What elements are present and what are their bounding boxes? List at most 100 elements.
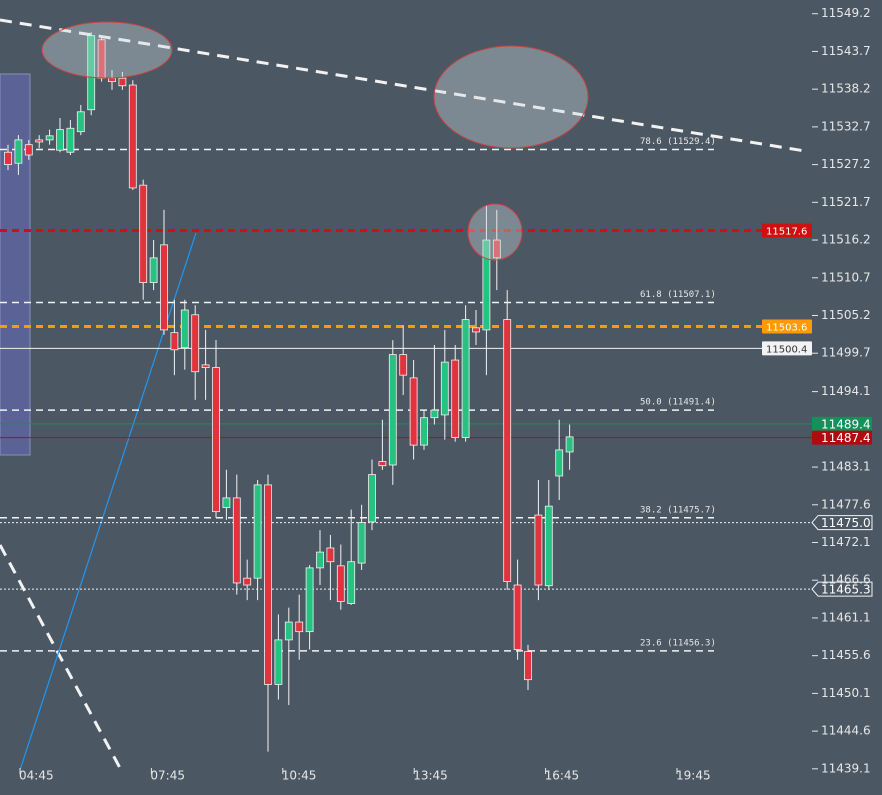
price-tag: [762, 341, 812, 356]
candle-body: [24, 144, 33, 156]
y-tick-label: 11466.6: [821, 573, 871, 587]
candle-body: [472, 327, 480, 333]
y-tick-label: 11521.7: [821, 195, 871, 209]
fib-label: 50.0 (11491.4): [640, 398, 716, 408]
candles: [4, 32, 574, 752]
candle-body: [420, 417, 428, 446]
candle-body: [482, 239, 491, 331]
fib-label: 78.6 (11529.4): [640, 137, 716, 147]
candle-body: [378, 461, 387, 467]
candle-body: [212, 367, 220, 513]
price-tag: [811, 581, 873, 597]
candle-body: [191, 314, 200, 373]
fib-label: 61.8 (11507.1): [640, 290, 716, 300]
fib-label: 38.2 (11475.7): [640, 505, 716, 515]
highlight-ellipse: [467, 203, 523, 261]
candle-body: [409, 377, 418, 446]
price-tag: [762, 223, 812, 238]
y-tick-label: 11516.2: [821, 233, 871, 247]
candle-body: [565, 436, 574, 453]
candle-body: [461, 319, 470, 438]
price-tag: [811, 515, 873, 531]
candle-body: [388, 354, 397, 466]
x-tick-label: 10:45: [282, 769, 317, 783]
y-tick-label: 11439.1: [821, 761, 871, 775]
candle-body: [336, 565, 345, 602]
y-tick-label: 11477.6: [821, 497, 871, 511]
candle-body: [430, 409, 439, 419]
x-tick-label: 19:45: [676, 769, 711, 783]
x-tick-label: 13:45: [413, 769, 448, 783]
candle-body: [4, 151, 12, 166]
y-tick-label: 11510.7: [821, 270, 871, 284]
candle-body: [108, 77, 116, 83]
y-tick-label: 11472.1: [821, 535, 871, 549]
highlight-ellipse: [41, 21, 173, 79]
candle-body: [170, 332, 179, 351]
candle-body: [35, 139, 44, 143]
price-tag-label: 11489.4: [821, 417, 871, 431]
candle-body: [440, 361, 449, 416]
candle-body: [14, 139, 23, 164]
price-tag-label: 11500.4: [766, 344, 807, 355]
candle-body: [544, 505, 553, 587]
y-tick-label: 11527.2: [821, 157, 871, 171]
price-tag: [762, 319, 812, 334]
y-tick-label: 11494.1: [821, 384, 871, 398]
price-tag: [812, 430, 872, 445]
y-tick-label: 11505.2: [821, 308, 871, 322]
candle-body: [45, 135, 54, 141]
candle-body: [149, 257, 158, 283]
candle-body: [118, 77, 127, 87]
candle-body: [139, 184, 148, 283]
candle-body: [274, 639, 283, 685]
candle-body: [160, 244, 168, 331]
highlight-box: [0, 73, 31, 456]
candle-body: [264, 484, 272, 685]
y-tick-label: 11532.7: [821, 119, 871, 133]
candle-body: [180, 309, 189, 349]
candle-body: [524, 651, 532, 681]
y-tick-label: 11543.7: [821, 44, 871, 58]
y-tick-label: 11549.2: [821, 6, 871, 20]
y-tick-label: 11483.1: [821, 460, 871, 474]
candle-body: [87, 35, 96, 111]
y-tick-label: 11444.6: [821, 724, 871, 738]
y-tick-label: 11450.1: [821, 686, 871, 700]
candle-body: [222, 497, 231, 508]
candle-body: [316, 551, 324, 569]
candle-body: [56, 129, 64, 151]
candle-body: [253, 484, 262, 579]
price-tag: [812, 416, 872, 431]
candle-body: [347, 561, 356, 604]
price-tag-label: 11487.4: [821, 431, 871, 445]
candle-body: [399, 354, 408, 376]
candle-body: [513, 584, 522, 650]
trend-line: [0, 18, 806, 153]
x-tick-label: 16:45: [545, 769, 580, 783]
candle-body: [492, 239, 501, 259]
candle-body: [555, 449, 564, 477]
x-tick-label: 04:45: [19, 769, 54, 783]
trend-line: [0, 544, 122, 769]
candle-body: [503, 319, 512, 582]
candle-body: [201, 364, 210, 369]
candle-body: [368, 474, 376, 523]
candle-body: [326, 547, 335, 563]
candle-body: [232, 497, 241, 584]
candle-body: [243, 577, 252, 586]
candle-body: [305, 567, 314, 633]
candle-body: [66, 127, 75, 153]
candle-body: [357, 522, 366, 564]
y-tick-label: 11538.2: [821, 82, 871, 96]
y-tick-label: 11461.1: [821, 610, 871, 624]
levels: 78.6 (11529.4) 61.8 (11507.1) 50.0 (11491.…: [0, 137, 812, 652]
x-tick-label: 07:45: [150, 769, 185, 783]
y-tick-label: 11455.6: [821, 648, 871, 662]
candle-body: [534, 514, 543, 586]
candle-body: [284, 621, 293, 641]
candle-body: [295, 621, 304, 633]
